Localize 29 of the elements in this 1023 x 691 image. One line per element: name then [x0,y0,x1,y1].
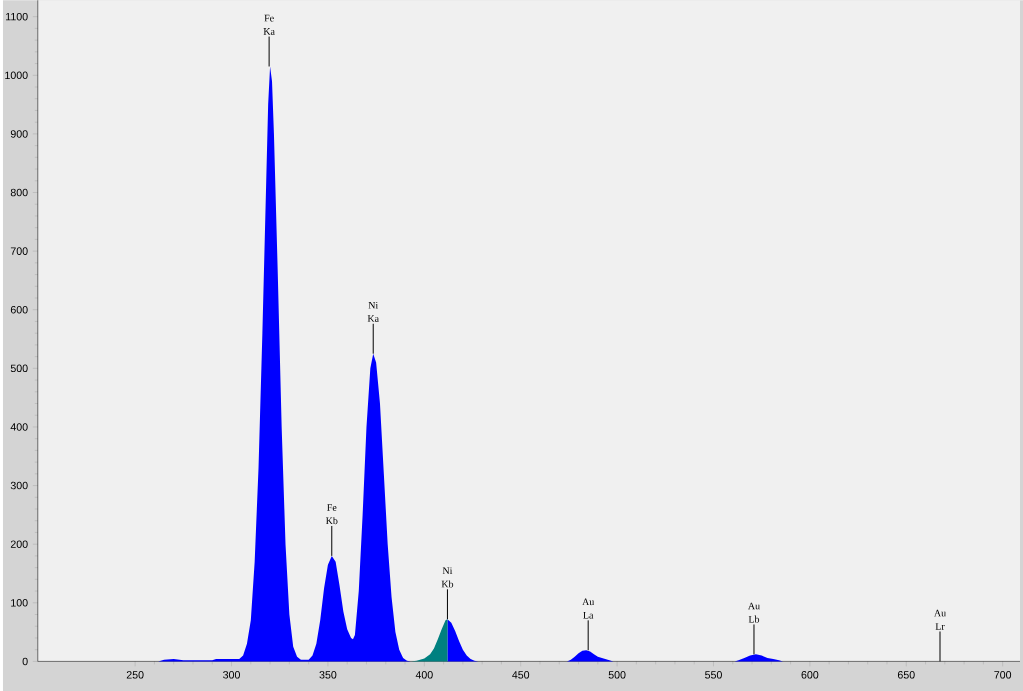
annotation: Fe Kb [325,504,338,524]
y-tick-label: 600 [10,305,28,314]
y-tick-label: 1000 [5,71,28,79]
y-tick-label: 500 [10,364,28,372]
y-tick-label: 1100 [6,12,28,21]
annotation: Au Lr [934,609,946,630]
annotation: Fe Ka [263,14,275,35]
x-tick-label: 600 [801,670,819,679]
x-tick-label: 550 [705,670,722,679]
annotation: Au Lb [747,602,760,623]
y-tick-label: 700 [10,247,28,255]
y-tick-label: 900 [10,129,28,138]
y-tick-label: 800 [10,188,28,197]
y-tick-label: 0 [22,657,28,666]
x-tick-label: 500 [608,670,626,679]
x-tick-label: 350 [319,670,337,679]
annotation: Au La [582,598,595,619]
x-tick-label: 700 [994,670,1012,679]
y-tick-label: 100 [11,598,28,607]
x-tick-label: 450 [512,670,530,679]
y-tick-label: 200 [10,540,28,548]
x-tick-label: 400 [415,670,433,679]
x-tick-label: 650 [897,670,915,679]
y-tick-label: 400 [10,423,28,431]
x-tick-label: 300 [223,670,240,679]
x-tick-label: 250 [126,670,144,679]
y-tick-label: 300 [10,481,28,490]
annotation: Ni Ka [367,301,379,322]
annotation: Ni Kb [441,567,454,588]
